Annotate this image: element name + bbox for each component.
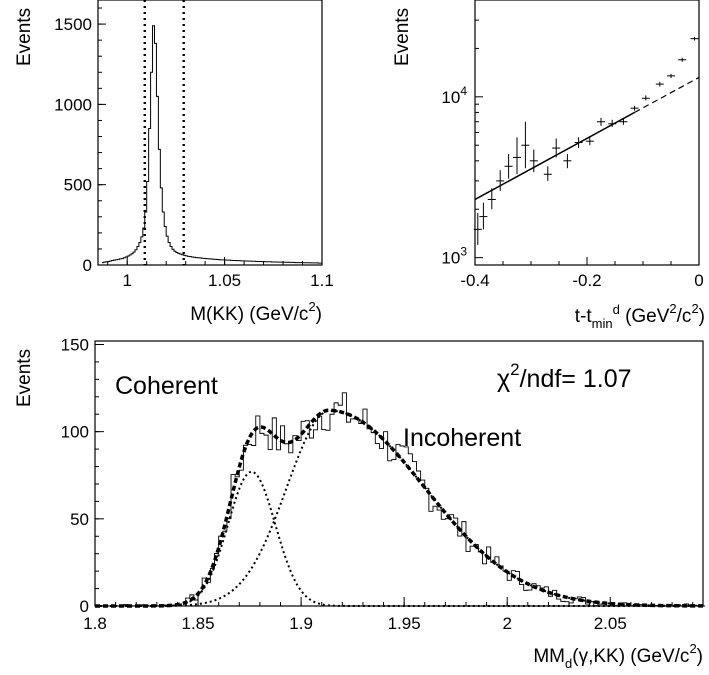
bot-xtick-label-4: 2 (502, 614, 511, 633)
bot-xtick-label-3: 1.95 (388, 614, 421, 633)
tr-frame (474, 0, 700, 266)
t-distribution-panel: Events -0.4 -0.2 0 103 104 t-tmind (GeV2/c2) (392, 0, 705, 331)
tl-ytick-label-0: 0 (83, 256, 92, 275)
bot-xtick-label-1: 1.85 (182, 614, 215, 633)
tr-xtick-label-2: 0 (694, 271, 703, 290)
tr-fit-dashed (634, 76, 700, 113)
missing-mass-panel: Events 1.8 1.85 1.9 1.95 2 2.05 0 50 100 150 Cohe… (14, 335, 706, 671)
coherent-label: Coherent (115, 372, 218, 400)
bot-xtick-label-0: 1.8 (83, 614, 107, 633)
tr-ytick-label-0: 103 (441, 245, 467, 268)
tl-xtick-label-0: 1 (122, 271, 131, 290)
tl-xtick-label-2: 1.1 (310, 271, 334, 290)
bot-ylabel: Events (14, 349, 35, 407)
tl-ytick-label-2: 1000 (54, 95, 92, 114)
chi2-label: χ2/ndf= 1.07 (497, 360, 632, 393)
bot-histogram (95, 392, 706, 607)
mass-distribution-panel: Events 1 1.05 1.1 0 500 1000 1500 M(KK) (GeV/c… (14, 0, 334, 325)
incoherent-label: Incoherent (403, 424, 521, 452)
tr-ticks: -0.4 -0.2 0 103 104 (441, 19, 704, 290)
tr-ylabel: Events (392, 8, 413, 66)
bot-xlabel: MMd(γ,KK) (GeV/c2) (533, 641, 703, 671)
tr-fit-lines (474, 76, 700, 201)
bot-coherent-curve (95, 470, 703, 607)
bot-xtick-label-2: 1.9 (289, 614, 313, 633)
tr-xtick-label-0: -0.4 (460, 271, 489, 290)
bot-ytick-label-2: 100 (61, 423, 89, 442)
tr-fit-solid (474, 111, 635, 201)
bot-total-fit (95, 408, 704, 608)
tl-ylabel: Events (14, 8, 35, 66)
bot-xtick-label-5: 2.05 (594, 614, 627, 633)
tl-ytick-label-3: 1500 (54, 15, 92, 34)
tl-ytick-label-1: 500 (64, 176, 92, 195)
tr-xtick-label-1: -0.2 (572, 271, 601, 290)
tl-xlabel: M(KK) (GeV/c2) (190, 299, 322, 325)
tr-ytick-label-1: 104 (441, 84, 467, 107)
tl-histogram (101, 25, 322, 264)
bot-ticks: 1.8 1.85 1.9 1.95 2 2.05 0 50 100 150 (61, 335, 694, 633)
bot-ytick-label-0: 0 (80, 597, 89, 616)
tl-cut-lines (143, 0, 185, 265)
tl-ticks: 1 1.05 1.1 0 500 1000 1500 (54, 7, 334, 290)
tl-xtick-label-1: 1.05 (208, 271, 241, 290)
tr-xlabel: t-tmind (GeV2/c2) (575, 301, 705, 331)
bot-incoherent-curve (95, 409, 704, 607)
tr-data-points (473, 36, 699, 245)
bot-ytick-label-1: 50 (70, 510, 89, 529)
tl-frame (97, 0, 323, 266)
bot-ytick-label-3: 150 (61, 335, 89, 354)
